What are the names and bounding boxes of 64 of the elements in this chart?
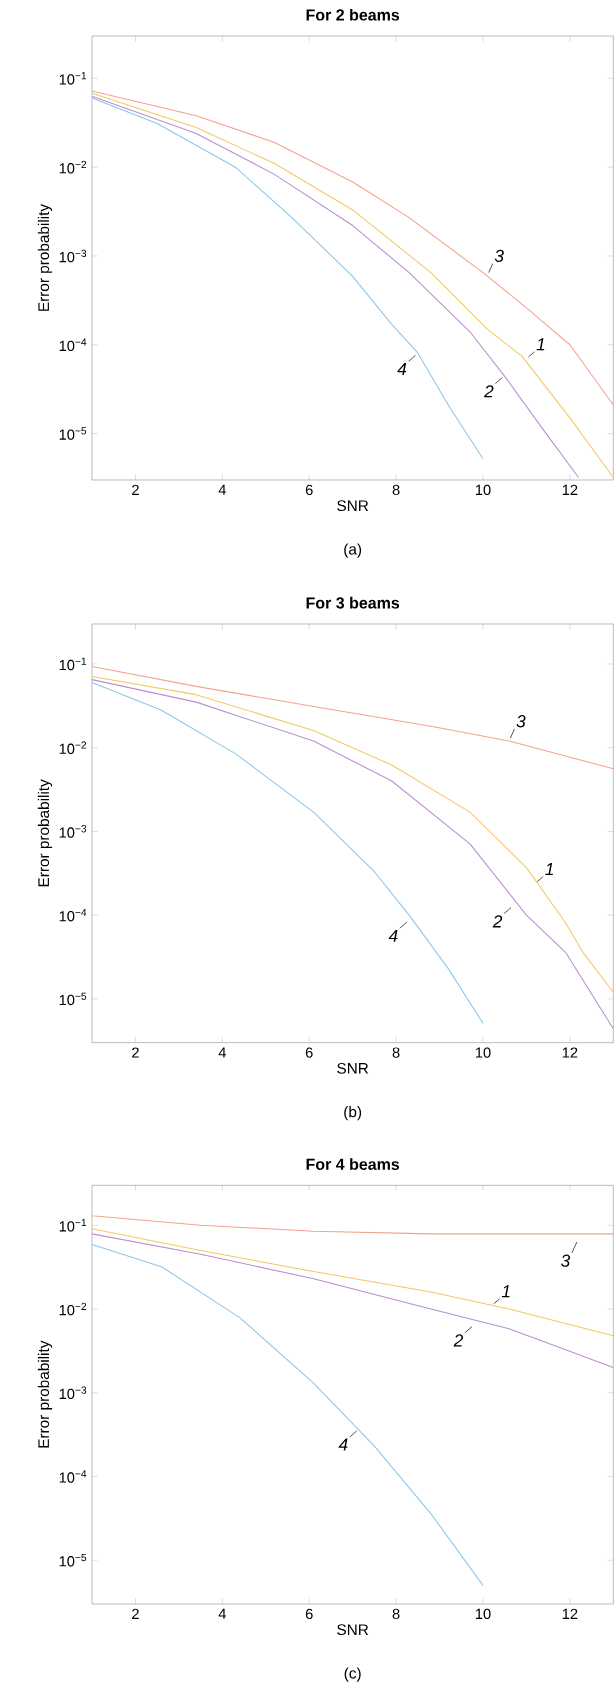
y-axis-title: Error probability — [37, 779, 53, 887]
y-tick-label: 10$^{−5}$ — [59, 1553, 87, 1567]
chart-title: For 4 beams — [306, 1158, 400, 1170]
y-tick-label: 10$^{−2}$ — [59, 1302, 87, 1316]
y-tick-label: 10$^{−5}$ — [59, 992, 87, 1006]
x-tick-label: 2 — [132, 1047, 139, 1058]
text: (b) — [344, 1106, 362, 1121]
y-tick-label: 10$^{−3}$ — [59, 825, 87, 838]
y-tick-label: 10$^{−3}$ — [59, 249, 87, 263]
annotation: 1 — [545, 863, 553, 875]
line-series — [92, 681, 484, 1024]
chart-title: For 2 beams — [306, 8, 400, 21]
y-tick-label: 10$^{−3}$ — [59, 1386, 87, 1400]
annotation: 2 — [483, 385, 494, 398]
line-series — [92, 1215, 614, 1235]
line-series — [92, 1233, 614, 1369]
annotation: 3 — [561, 1254, 571, 1267]
y-tick-label: 10$^{−2}$ — [59, 160, 87, 174]
y-tick-label: 10$^{−2}$ — [59, 741, 87, 754]
text: (a) — [344, 543, 362, 558]
x-tick-label: 2 — [132, 1608, 139, 1619]
annotation: 4 — [397, 363, 407, 375]
x-tick-label: 10 — [475, 1047, 491, 1058]
x-axis-title: SNR — [337, 500, 369, 512]
x-tick-label: 4 — [218, 1608, 226, 1619]
x-tick-label: 10 — [475, 1608, 491, 1620]
x-tick-label: 12 — [562, 1608, 578, 1619]
chart-title: For 3 beams — [306, 596, 400, 609]
x-tick-label: 6 — [305, 1047, 313, 1058]
x-tick-label: 2 — [132, 484, 139, 495]
annotation: 1 — [501, 1285, 510, 1298]
annotation: 2 — [453, 1334, 464, 1347]
x-tick-label: 4 — [218, 1047, 226, 1058]
x-tick-label: 10 — [475, 484, 491, 496]
y-tick-label: 10$^{−4}$ — [59, 338, 87, 352]
x-tick-label: 12 — [562, 484, 578, 495]
x-tick-label: 8 — [392, 1047, 400, 1058]
x-axis-title: SNR — [337, 1624, 369, 1636]
line-series — [92, 97, 484, 460]
y-tick-label: 10$^{−1}$ — [59, 1219, 87, 1232]
annotation: 4 — [338, 1438, 348, 1451]
y-tick-label: 10$^{−4}$ — [59, 1470, 87, 1483]
line-series — [92, 666, 614, 770]
annotation: 3 — [494, 249, 504, 262]
x-tick-label: 8 — [392, 1608, 400, 1620]
x-tick-label: 4 — [218, 484, 226, 495]
line-series — [92, 1243, 484, 1586]
x-tick-label: 12 — [562, 1047, 578, 1058]
y-tick-label: 10$^{−1}$ — [59, 72, 87, 85]
x-tick-label: 6 — [305, 484, 313, 496]
x-tick-label: 8 — [392, 484, 400, 496]
annotation: 1 — [536, 338, 545, 351]
text: (c) — [344, 1667, 361, 1682]
y-tick-label: 10$^{−5}$ — [59, 427, 87, 440]
x-axis-title: SNR — [337, 1062, 369, 1074]
annotation: 4 — [388, 929, 398, 942]
y-tick-label: 10$^{−4}$ — [59, 908, 87, 922]
line-series — [92, 90, 614, 406]
y-tick-label: 10$^{−1}$ — [59, 657, 87, 671]
annotation: 2 — [492, 915, 503, 928]
annotation: 3 — [516, 715, 526, 728]
y-axis-title: Error probability — [37, 203, 53, 311]
y-axis-title: Error probability — [37, 1340, 53, 1448]
x-tick-label: 6 — [305, 1608, 313, 1620]
